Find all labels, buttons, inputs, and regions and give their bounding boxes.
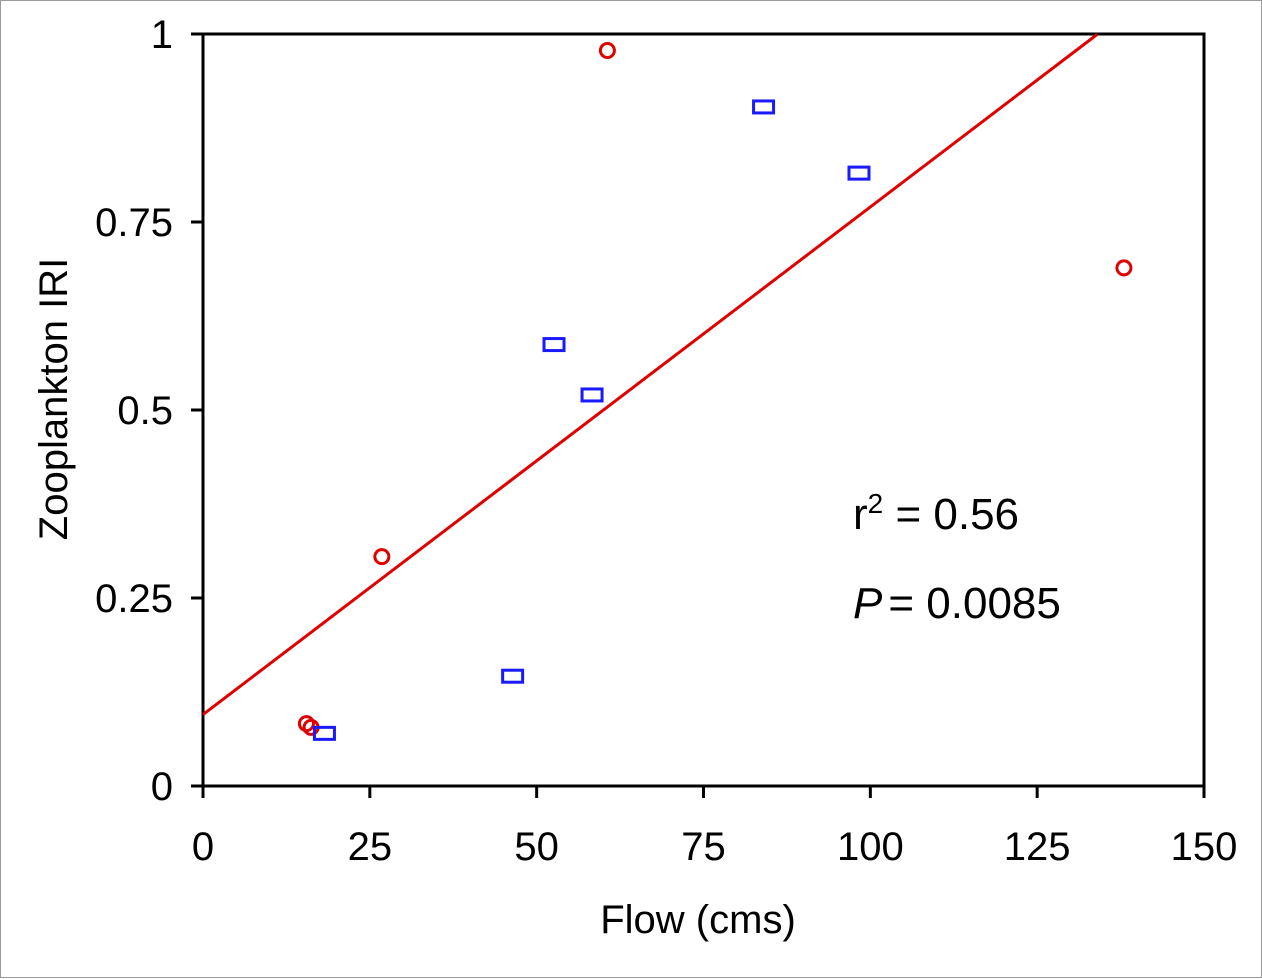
circle-data-point: [598, 42, 616, 60]
square-data-point: [542, 337, 566, 353]
y-axis-ticks: 0 0.25 0.5 0.75 1: [95, 13, 203, 809]
r-squared-annotation: r2 = 0.56: [853, 488, 1019, 539]
x-tick-label: 125: [1004, 825, 1071, 869]
x-tick-label: 0: [192, 825, 214, 869]
regression-line: [202, 33, 1099, 716]
data-points: [297, 42, 1133, 741]
x-tick-label: 75: [681, 825, 726, 869]
circle-data-point: [373, 548, 391, 566]
square-data-point: [312, 725, 336, 741]
x-axis-title: Flow (cms): [600, 898, 796, 942]
circle-data-point: [1115, 259, 1133, 277]
square-data-point: [847, 165, 871, 181]
y-tick-label: 0.5: [117, 389, 173, 433]
x-tick-label: 25: [348, 825, 393, 869]
p-value-annotation: P = 0.0085: [853, 579, 1061, 628]
y-axis-title: Zooplankton IRI: [32, 258, 76, 540]
x-axis-ticks: 0 25 50 75 100 125 150: [192, 786, 1238, 869]
square-data-point: [752, 99, 776, 115]
y-tick-label: 0.75: [95, 201, 173, 245]
y-tick-label: 0: [151, 765, 173, 809]
square-data-point: [501, 668, 525, 684]
y-tick-label: 0.25: [95, 577, 173, 621]
regression-line-group: [202, 33, 1099, 716]
x-tick-label: 50: [514, 825, 559, 869]
y-tick-label: 1: [151, 13, 173, 57]
x-tick-label: 150: [1171, 825, 1238, 869]
square-data-point: [580, 387, 604, 403]
plot-area: [201, 32, 1206, 788]
x-tick-label: 100: [837, 825, 904, 869]
